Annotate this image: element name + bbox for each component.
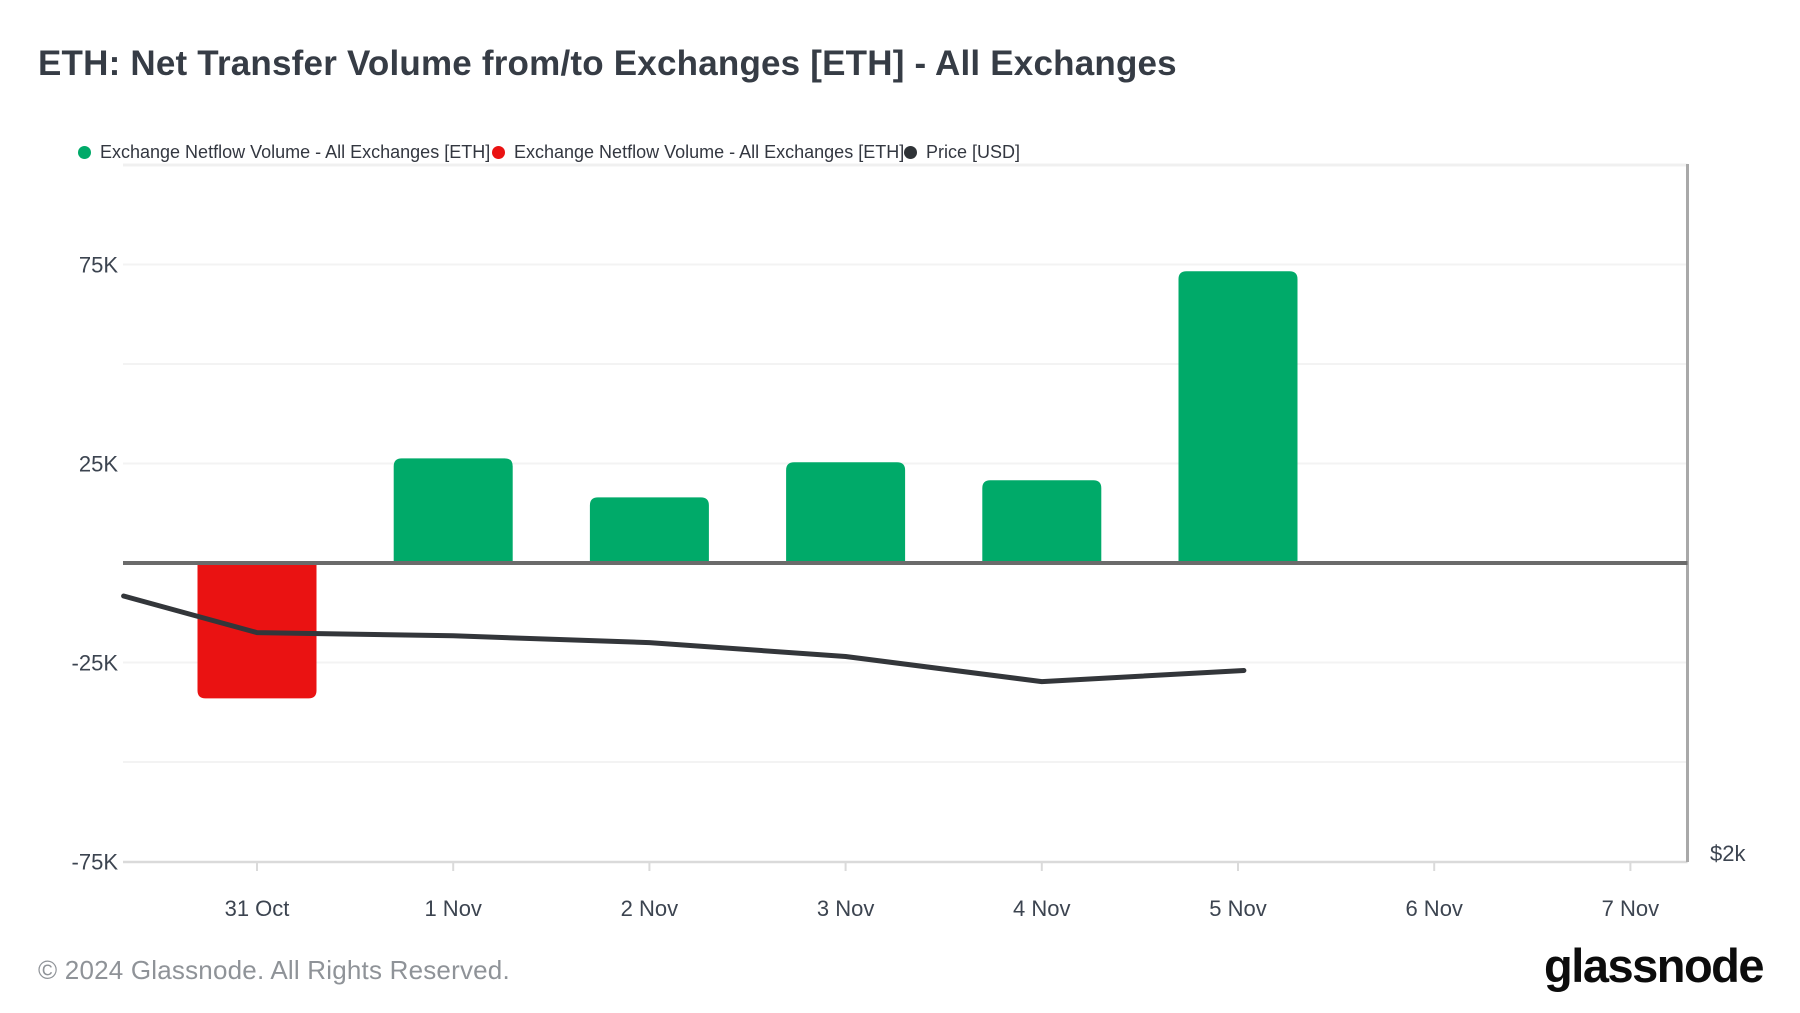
x-axis-tick-label: 3 Nov [817,896,874,921]
netflow-bar-2-nov [589,497,709,563]
legend-dot-icon [492,145,505,159]
x-axis-tick-label: 1 Nov [424,896,481,921]
legend-item-label: Price [USD] [926,141,1021,162]
y-axis-tick-label: 25K [79,452,118,477]
x-axis-tick-label: 5 Nov [1209,896,1266,921]
y-axis-tick-label: 75K [79,253,118,278]
netflow-bar-5-nov [1178,271,1298,563]
legend-item-0[interactable]: Exchange Netflow Volume - All Exchanges … [78,139,490,165]
legend-item-label: Exchange Netflow Volume - All Exchanges … [100,141,491,162]
copyright-text: © 2024 Glassnode. All Rights Reserved. [38,955,510,985]
legend-item-2[interactable]: Price [USD] [904,139,1020,165]
glassnode-logo: glassnode [1544,939,1764,992]
legend: Exchange Netflow Volume - All Exchanges … [0,139,1800,165]
chart-title: ETH: Net Transfer Volume from/to Exchang… [38,44,1177,83]
x-axis-tick-label: 7 Nov [1602,896,1659,921]
x-axis-tick-label: 6 Nov [1405,896,1462,921]
y-axis-tick-label: -75K [72,850,119,875]
netflow-bar-1-nov [393,458,513,563]
legend-dot-icon [904,145,917,159]
legend-item-label: Exchange Netflow Volume - All Exchanges … [514,141,905,162]
x-axis-tick-label: 4 Nov [1013,896,1070,921]
y-axis-tick-label: -25K [72,651,119,676]
x-axis-tick-label: 31 Oct [225,896,290,921]
netflow-bar-4-nov [982,480,1102,563]
x-axis-tick-label: 2 Nov [621,896,678,921]
right-axis-tick-label: $2k [1710,841,1746,866]
netflow-bar-3-nov [786,462,906,563]
legend-dot-icon [78,145,91,159]
price-line [121,593,1247,685]
legend-item-1[interactable]: Exchange Netflow Volume - All Exchanges … [492,139,904,165]
